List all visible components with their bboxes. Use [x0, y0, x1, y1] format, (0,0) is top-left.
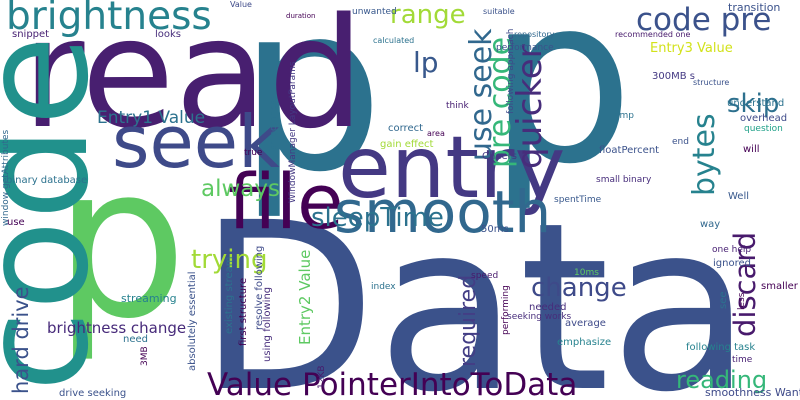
word-change: change [531, 273, 627, 303]
word-use-seek: use seek [464, 28, 499, 161]
word-snippet: snippet [12, 29, 49, 40]
word-skip: skip [727, 89, 779, 119]
word-code: code [0, 35, 121, 392]
word-p: p [54, 120, 187, 365]
word-absolutely-essential: absolutely essential [187, 271, 198, 371]
word-less: less [737, 292, 747, 310]
word-one-help: one help [712, 245, 751, 255]
word-calculated: calculated [373, 36, 414, 45]
word-entry2-value: Entry2 Value [296, 250, 314, 345]
word-seek: seek [112, 100, 280, 184]
word-overhead: overhead [740, 113, 787, 124]
word-entry: entry [338, 118, 565, 218]
word-discard: discard [728, 232, 762, 337]
word-duration: duration [286, 12, 315, 20]
word-streaming: streaming [121, 292, 177, 305]
word-50ms: 50ms [481, 224, 509, 235]
word-need: need [123, 334, 148, 345]
word-p: p [238, 0, 384, 223]
word-windowmanager-layoutparams: WindowManager LayoutParams [288, 61, 298, 203]
word-amp: amp [614, 111, 634, 121]
word-speed: speed [471, 271, 498, 281]
word-pre-code: pre code [483, 37, 518, 168]
word-entry1-value: Entry1 Value [97, 108, 205, 128]
word-hard-drive: hard drive [9, 286, 33, 394]
word-true: true [244, 148, 263, 158]
word-smooth: smooth [334, 178, 551, 246]
word-following-approach: following approach [506, 29, 516, 114]
word-value: Value [230, 0, 252, 9]
word-correct: correct [388, 123, 423, 134]
word-question: question [744, 124, 783, 134]
word-10ms: 10ms [574, 268, 599, 278]
word-suitable: suitable [483, 7, 515, 16]
word-performing: performing [501, 285, 511, 335]
word-range: range [390, 0, 466, 30]
word-resolve-following: resolve following [254, 246, 265, 330]
word-small-binary: small binary [596, 175, 652, 185]
word-end: end [672, 137, 689, 147]
word-think: think [446, 101, 469, 111]
word-code-pre: code pre [636, 2, 771, 38]
word-data: Data [198, 173, 752, 400]
word-recommended-one: recommended one [615, 30, 690, 39]
word-read: read [22, 0, 364, 162]
word-understand: understand [727, 98, 784, 109]
word-looks: looks [155, 29, 181, 40]
word-repository: repository [514, 30, 555, 39]
word-average: average [565, 318, 606, 329]
word-way: way [700, 219, 720, 230]
word-using-following: using following [262, 287, 273, 362]
word-12kb: 12KB [317, 365, 327, 389]
word-value-pointerintotodata: Value PointerIntoToData [207, 367, 577, 400]
word-ignored: ignored [713, 258, 751, 269]
word-emphasize: emphasize [557, 337, 611, 348]
word-existing-stream: existing stream [224, 257, 235, 335]
word-cheers: Cheers [482, 151, 517, 162]
word-transition: transition [728, 1, 780, 14]
word-gain-effect: gain effect [380, 139, 433, 150]
word-300mb-s: 300MB s [652, 71, 695, 82]
word-smoothness-want: smoothness Want [705, 386, 800, 399]
word-sleeptime: sleepTime [311, 203, 444, 233]
word-smoothness: smoothness [269, 95, 279, 150]
word-index: index [371, 282, 396, 292]
word-always: always [201, 176, 280, 202]
word-following-task: following task [686, 342, 755, 353]
word-required: required [456, 275, 481, 367]
word-seeking-works: seeking works [507, 312, 572, 322]
word-binary-database: binary database [6, 175, 87, 186]
word-smaller: smaller [761, 281, 799, 292]
word-brightness-change: brightness change [47, 319, 186, 337]
word-use: use [7, 217, 25, 228]
word-p: p [488, 0, 634, 215]
word-performance: performance [496, 43, 554, 53]
word-lp: lp [413, 46, 439, 79]
word-first-structure: first structure [238, 278, 249, 346]
word-bytes: bytes [687, 113, 722, 196]
word-time: time [732, 355, 753, 365]
word-unwanted: unwanted [352, 7, 397, 17]
word-window-getattributes: window getAttributes [1, 129, 11, 226]
word-well: Well [728, 191, 749, 202]
word-quicker: quicker [510, 44, 550, 169]
word-floatpercent: floatPercent [599, 145, 659, 156]
word-reading: reading [676, 366, 767, 394]
word-see: see [718, 291, 729, 309]
word-structure: structure [693, 78, 729, 87]
word-entry3-value: Entry3 Value [650, 41, 733, 56]
word-3mb: 3MB [140, 346, 150, 366]
word-area: area [427, 129, 445, 138]
word-needed: needed [529, 302, 567, 313]
word-brightness: brightness [6, 0, 212, 39]
word-trying: trying [191, 245, 267, 275]
word-drive-seeking: drive seeking [59, 388, 126, 399]
word-file: file [228, 157, 344, 246]
word-spenttime: spentTime [554, 195, 602, 205]
word-will: will [743, 144, 760, 155]
